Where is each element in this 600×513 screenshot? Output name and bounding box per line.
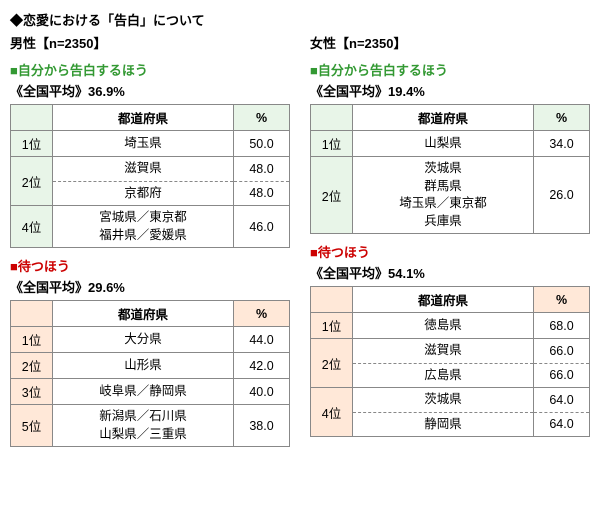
pct-cell: 44.0 xyxy=(234,327,290,353)
pref-cell: 埼玉県 xyxy=(53,131,234,157)
pct-cell: 50.0 xyxy=(234,131,290,157)
pct-cell: 46.0 xyxy=(234,206,290,248)
rank-cell: 1位 xyxy=(311,131,353,157)
male-active-table: 都道府県% 1位 埼玉県 50.0 2位 滋賀県 48.0 京都府 48.0 4… xyxy=(10,104,290,248)
pref-cell: 茨城県 xyxy=(353,388,534,413)
rank-cell: 4位 xyxy=(11,206,53,248)
rank-cell: 2位 xyxy=(311,157,353,234)
rank-cell: 4位 xyxy=(311,388,353,437)
page-title: ◆恋愛における「告白」について xyxy=(10,10,590,29)
hdr-pct: % xyxy=(534,105,590,131)
hdr-pref: 都道府県 xyxy=(53,301,234,327)
pct-cell: 34.0 xyxy=(534,131,590,157)
hdr-pct: % xyxy=(234,105,290,131)
pct-cell: 66.0 xyxy=(534,339,590,364)
pref-cell: 大分県 xyxy=(53,327,234,353)
female-active-label: ■自分から告白するほう xyxy=(310,60,590,79)
pref-cell: 宮城県／東京都福井県／愛媛県 xyxy=(53,206,234,248)
hdr-pct: % xyxy=(234,301,290,327)
hdr-pref: 都道府県 xyxy=(353,105,534,131)
hdr-blank xyxy=(311,105,353,131)
pct-cell: 64.0 xyxy=(534,412,590,437)
rank-cell: 5位 xyxy=(11,405,53,447)
hdr-pct: % xyxy=(534,287,590,313)
pct-cell: 42.0 xyxy=(234,353,290,379)
male-wait-table: 都道府県% 1位 大分県 44.0 2位 山形県 42.0 3位 岐阜県／静岡県… xyxy=(10,300,290,447)
hdr-pref: 都道府県 xyxy=(53,105,234,131)
pref-cell: 新潟県／石川県山梨県／三重県 xyxy=(53,405,234,447)
rank-cell: 2位 xyxy=(11,157,53,206)
male-active-label: ■自分から告白するほう xyxy=(10,60,290,79)
pref-cell: 滋賀県 xyxy=(53,157,234,182)
hdr-blank xyxy=(311,287,353,313)
pref-cell: 山梨県 xyxy=(353,131,534,157)
pref-cell: 岐阜県／静岡県 xyxy=(53,379,234,405)
pref-cell: 山形県 xyxy=(53,353,234,379)
pct-cell: 26.0 xyxy=(534,157,590,234)
pref-cell: 静岡県 xyxy=(353,412,534,437)
pct-cell: 64.0 xyxy=(534,388,590,413)
pct-cell: 38.0 xyxy=(234,405,290,447)
pref-cell: 京都府 xyxy=(53,181,234,206)
male-wait-avg: 《全国平均》29.6% xyxy=(10,277,290,296)
rank-cell: 2位 xyxy=(11,353,53,379)
hdr-pref: 都道府県 xyxy=(353,287,534,313)
pct-cell: 40.0 xyxy=(234,379,290,405)
pct-cell: 68.0 xyxy=(534,313,590,339)
pref-cell: 滋賀県 xyxy=(353,339,534,364)
rank-cell: 1位 xyxy=(11,131,53,157)
pct-cell: 48.0 xyxy=(234,181,290,206)
rank-cell: 3位 xyxy=(11,379,53,405)
male-wait-label: ■待つほう xyxy=(10,256,290,275)
female-active-table: 都道府県% 1位 山梨県 34.0 2位 茨城県群馬県埼玉県／東京都兵庫県 26… xyxy=(310,104,590,234)
female-active-avg: 《全国平均》19.4% xyxy=(310,81,590,100)
rank-cell: 1位 xyxy=(311,313,353,339)
pref-cell: 茨城県群馬県埼玉県／東京都兵庫県 xyxy=(353,157,534,234)
female-header: 女性【n=2350】 xyxy=(310,33,590,52)
columns: 男性【n=2350】 ■自分から告白するほう 《全国平均》36.9% 都道府県%… xyxy=(10,33,590,447)
male-header: 男性【n=2350】 xyxy=(10,33,290,52)
pref-cell: 徳島県 xyxy=(353,313,534,339)
female-wait-label: ■待つほう xyxy=(310,242,590,261)
hdr-blank xyxy=(11,301,53,327)
male-active-avg: 《全国平均》36.9% xyxy=(10,81,290,100)
rank-cell: 1位 xyxy=(11,327,53,353)
rank-cell: 2位 xyxy=(311,339,353,388)
male-column: 男性【n=2350】 ■自分から告白するほう 《全国平均》36.9% 都道府県%… xyxy=(10,33,290,447)
pct-cell: 66.0 xyxy=(534,363,590,388)
pct-cell: 48.0 xyxy=(234,157,290,182)
female-column: 女性【n=2350】 ■自分から告白するほう 《全国平均》19.4% 都道府県%… xyxy=(310,33,590,447)
female-wait-table: 都道府県% 1位 徳島県 68.0 2位 滋賀県 66.0 広島県 66.0 4… xyxy=(310,286,590,437)
pref-cell: 広島県 xyxy=(353,363,534,388)
female-wait-avg: 《全国平均》54.1% xyxy=(310,263,590,282)
hdr-blank xyxy=(11,105,53,131)
